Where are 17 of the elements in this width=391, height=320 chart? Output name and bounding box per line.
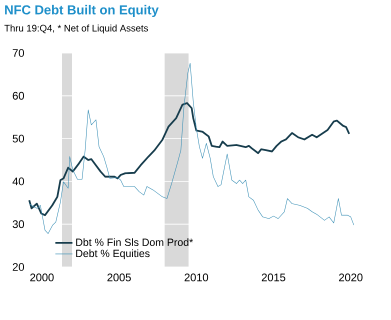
y-tick-label: 40 — [12, 178, 24, 186]
y-tick-label: 50 — [12, 134, 24, 142]
x-tick-label: 2000 — [30, 274, 54, 282]
line-series — [28, 102, 350, 216]
x-tick-label: 2020 — [339, 274, 363, 282]
x-tick-label: 2005 — [107, 274, 131, 282]
chart-subtitle: Thru 19:Q4, * Net of Liquid Assets — [4, 24, 148, 34]
legend-label: Dbt % Fin Sls Dom Prod* — [76, 238, 194, 246]
y-tick-label: 30 — [12, 220, 24, 228]
x-tick-label: 2010 — [184, 274, 208, 282]
chart-title: NFC Debt Built on Equity — [5, 4, 159, 18]
x-tick-label: 2015 — [262, 274, 286, 282]
y-tick-label: 60 — [12, 92, 24, 100]
legend-label: Debt % Equities — [76, 249, 150, 260]
y-tick-label: 20 — [12, 263, 24, 271]
line-series — [28, 62, 354, 234]
y-tick-label: 70 — [12, 49, 24, 57]
